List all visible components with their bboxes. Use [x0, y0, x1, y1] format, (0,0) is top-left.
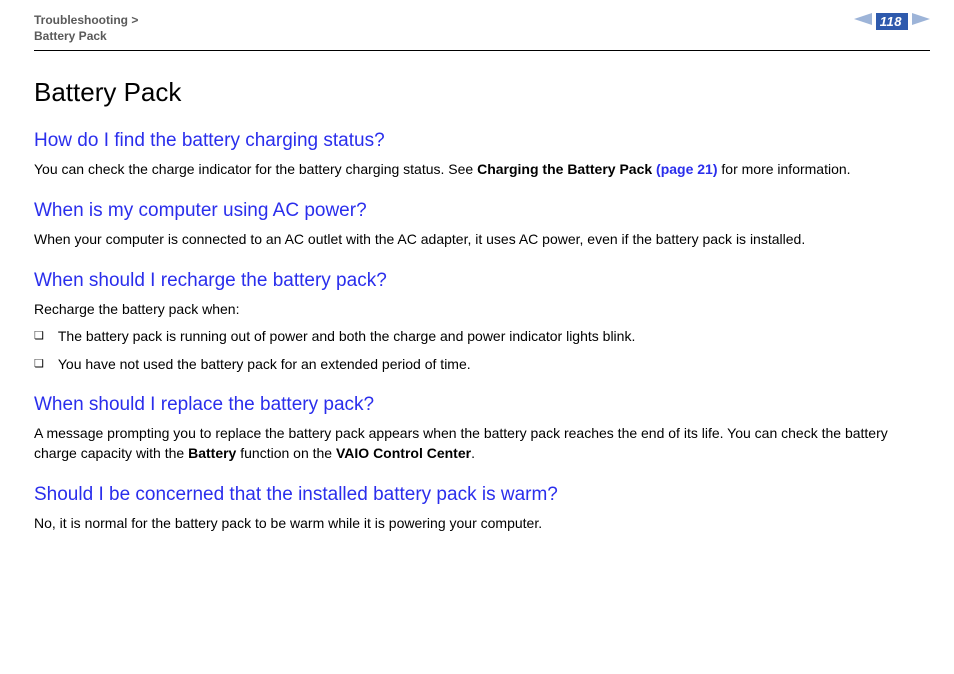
bullet-icon: ❏ [34, 357, 44, 372]
qa-block: When should I replace the battery pack? … [34, 394, 920, 463]
answer-part: for more information. [718, 161, 851, 177]
page-number-badge: 118 [876, 13, 908, 30]
breadcrumb-line-2: Battery Pack [34, 28, 138, 44]
main-content: Battery Pack How do I find the battery c… [0, 51, 954, 533]
question-heading: Should I be concerned that the installed… [34, 484, 920, 506]
question-heading: When is my computer using AC power? [34, 200, 920, 222]
question-heading: When should I replace the battery pack? [34, 394, 920, 416]
qa-block: When is my computer using AC power? When… [34, 200, 920, 250]
list-item: ❏ You have not used the battery pack for… [34, 355, 920, 375]
list-item: ❏ The battery pack is running out of pow… [34, 327, 920, 347]
bullet-text: You have not used the battery pack for a… [58, 355, 471, 375]
answer-bold: Battery [188, 445, 236, 461]
qa-block: How do I find the battery charging statu… [34, 130, 920, 180]
breadcrumb-line-1: Troubleshooting > [34, 12, 138, 28]
bullet-list: ❏ The battery pack is running out of pow… [34, 327, 920, 374]
answer-part: function on the [236, 445, 336, 461]
page-navigation: 118 [854, 12, 930, 30]
bullet-text: The battery pack is running out of power… [58, 327, 635, 347]
page-title: Battery Pack [34, 77, 920, 108]
breadcrumb: Troubleshooting > Battery Pack [34, 12, 138, 44]
page-reference-link[interactable]: (page 21) [656, 161, 717, 177]
qa-block: Should I be concerned that the installed… [34, 484, 920, 534]
answer-bold: VAIO Control Center [336, 445, 471, 461]
question-heading: How do I find the battery charging statu… [34, 130, 920, 152]
answer-part: You can check the charge indicator for t… [34, 161, 477, 177]
prev-page-icon[interactable] [854, 12, 872, 30]
question-heading: When should I recharge the battery pack? [34, 270, 920, 292]
answer-part: . [471, 445, 475, 461]
bullet-icon: ❏ [34, 329, 44, 344]
answer-text: A message prompting you to replace the b… [34, 424, 920, 463]
answer-text: When your computer is connected to an AC… [34, 230, 920, 250]
answer-text: No, it is normal for the battery pack to… [34, 514, 920, 534]
answer-text: Recharge the battery pack when: [34, 300, 920, 320]
qa-block: When should I recharge the battery pack?… [34, 270, 920, 375]
page-header: Troubleshooting > Battery Pack 118 [0, 0, 954, 50]
answer-bold: Charging the Battery Pack [477, 161, 656, 177]
answer-text: You can check the charge indicator for t… [34, 160, 920, 180]
next-page-icon[interactable] [912, 12, 930, 30]
